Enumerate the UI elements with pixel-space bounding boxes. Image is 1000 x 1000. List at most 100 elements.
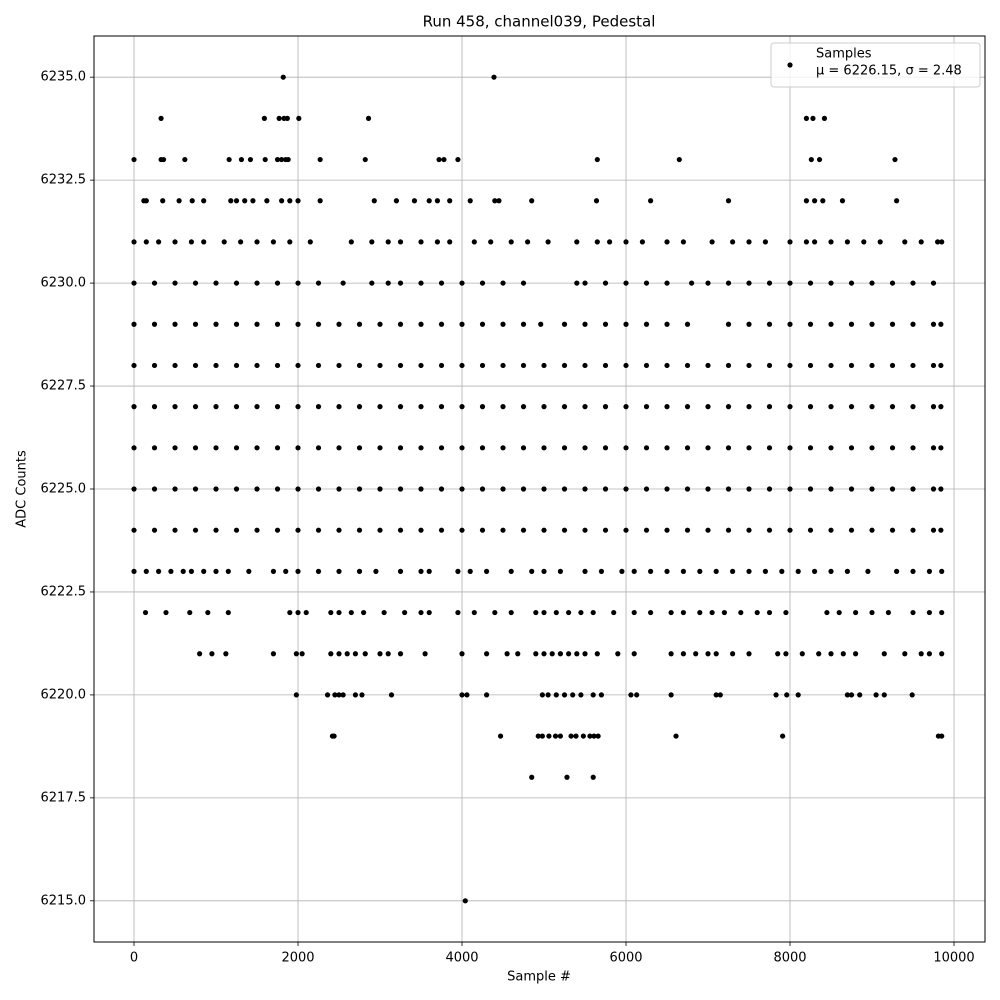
- data-point: [142, 609, 149, 616]
- data-point: [787, 239, 793, 245]
- legend-stats: μ = 6226.15, σ = 2.48: [816, 64, 962, 79]
- data-point: [539, 692, 545, 698]
- data-point: [926, 568, 933, 574]
- data-point: [287, 609, 293, 616]
- data-point: [561, 692, 568, 698]
- data-point: [816, 651, 822, 657]
- data-point: [889, 404, 896, 410]
- data-point: [828, 321, 834, 327]
- data-point: [467, 198, 473, 204]
- data-point: [520, 486, 527, 492]
- data-point: [857, 692, 863, 698]
- data-point: [869, 445, 875, 451]
- data-point: [295, 486, 301, 492]
- data-point: [787, 404, 793, 410]
- data-point: [479, 404, 486, 410]
- data-point: [151, 362, 158, 369]
- data-point: [541, 445, 547, 451]
- data-point: [787, 321, 793, 327]
- data-point: [807, 280, 814, 286]
- data-point: [315, 280, 322, 286]
- data-point: [725, 527, 732, 533]
- data-point: [787, 486, 793, 492]
- data-point: [910, 609, 916, 616]
- data-point: [225, 609, 231, 616]
- data-point: [455, 609, 461, 616]
- data-point: [705, 651, 711, 657]
- data-point: [587, 733, 593, 739]
- data-point: [274, 445, 281, 451]
- data-point: [869, 280, 875, 286]
- data-point: [201, 568, 207, 574]
- data-point: [848, 692, 855, 698]
- data-point: [680, 651, 687, 657]
- data-point: [561, 445, 568, 451]
- data-point: [332, 692, 338, 698]
- data-point: [668, 651, 674, 657]
- data-point: [491, 74, 497, 80]
- data-point: [664, 527, 670, 533]
- data-point: [247, 156, 254, 163]
- data-point: [766, 280, 773, 286]
- data-point: [574, 239, 580, 245]
- data-point: [705, 486, 711, 492]
- data-point: [131, 445, 137, 451]
- data-point: [836, 609, 842, 616]
- data-point: [397, 321, 404, 327]
- data-point: [541, 651, 547, 657]
- data-point: [668, 692, 674, 698]
- data-point: [545, 692, 551, 698]
- data-point: [131, 156, 137, 163]
- data-point: [930, 445, 937, 451]
- data-point: [730, 568, 736, 574]
- data-point: [328, 609, 334, 616]
- data-point: [580, 733, 586, 739]
- data-point: [816, 156, 823, 163]
- data-point: [143, 198, 149, 204]
- data-point: [553, 609, 559, 616]
- data-point: [197, 651, 203, 657]
- data-point: [602, 362, 609, 369]
- data-point: [276, 115, 282, 121]
- data-point: [520, 362, 527, 369]
- data-point: [910, 280, 916, 286]
- data-point: [418, 239, 424, 245]
- data-point: [283, 568, 289, 574]
- data-point: [270, 239, 277, 245]
- data-point: [397, 239, 404, 245]
- data-point: [909, 692, 915, 698]
- data-point: [188, 239, 195, 245]
- data-point: [192, 404, 199, 410]
- data-point: [697, 609, 703, 616]
- data-point: [484, 692, 490, 698]
- data-point: [529, 568, 535, 574]
- data-point: [172, 445, 178, 451]
- data-point: [418, 404, 424, 410]
- data-point: [602, 527, 609, 533]
- data-point: [295, 404, 301, 410]
- data-point: [515, 651, 521, 657]
- data-point: [840, 651, 846, 657]
- data-point: [848, 527, 855, 533]
- data-point: [828, 445, 834, 451]
- data-point: [397, 362, 404, 369]
- data-point: [839, 198, 846, 204]
- data-point: [848, 280, 855, 286]
- data-point: [151, 445, 158, 451]
- data-point: [930, 527, 937, 533]
- data-point: [233, 198, 240, 204]
- data-point: [853, 651, 859, 657]
- data-point: [264, 198, 270, 204]
- data-point: [553, 692, 559, 698]
- data-point: [926, 609, 933, 616]
- data-point: [541, 609, 547, 616]
- data-point: [869, 527, 875, 533]
- data-point: [590, 774, 596, 780]
- data-point: [508, 239, 514, 245]
- data-point: [730, 239, 736, 245]
- data-point: [296, 115, 302, 121]
- data-point: [582, 280, 588, 286]
- data-point: [594, 239, 600, 245]
- data-point: [848, 321, 855, 327]
